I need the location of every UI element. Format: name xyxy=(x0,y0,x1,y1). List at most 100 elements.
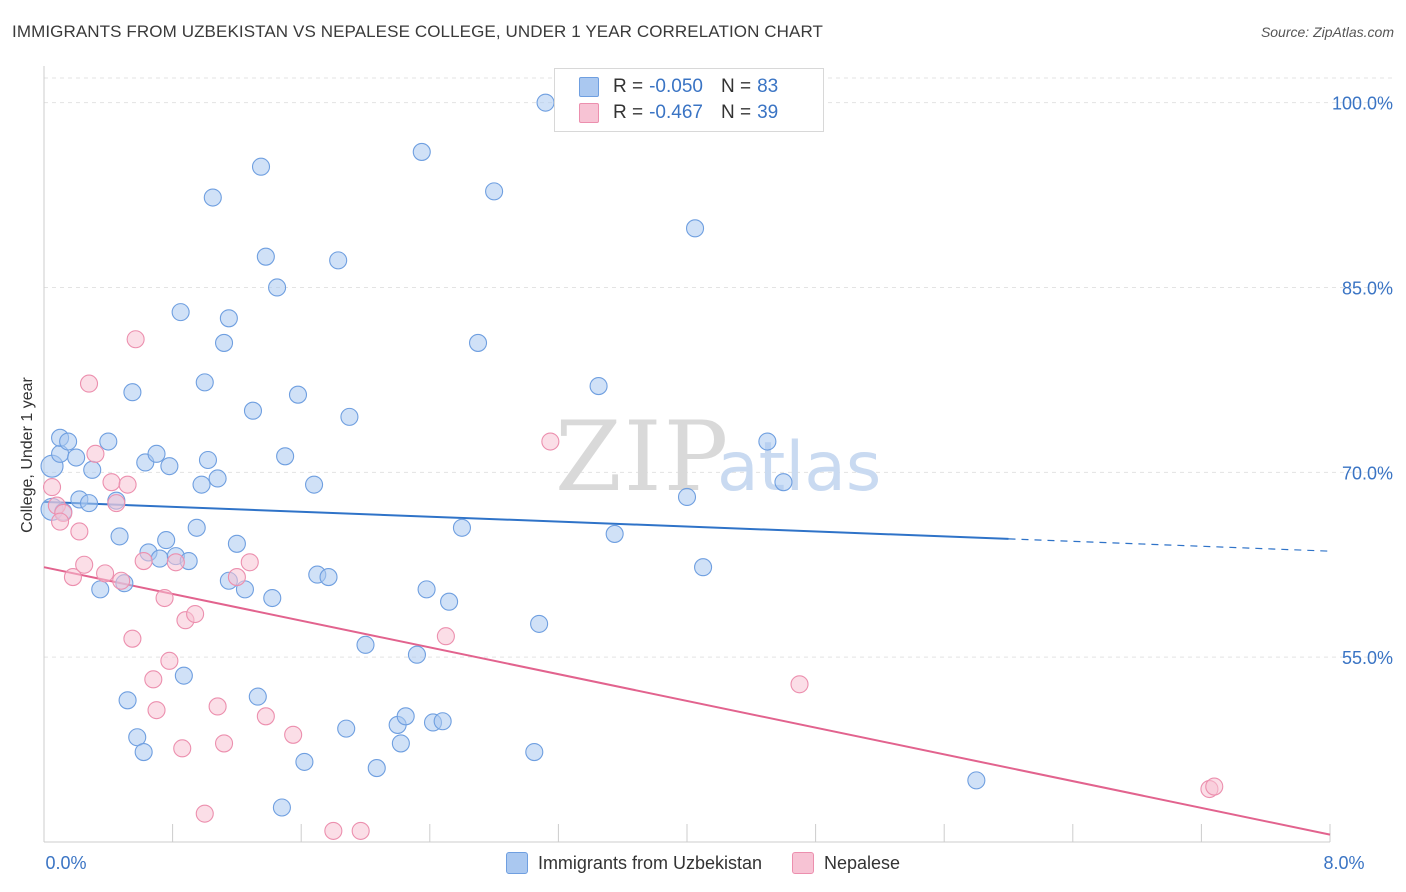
point-nepalese xyxy=(134,551,153,571)
point-uzbekistan xyxy=(468,333,488,352)
point-uzbekistan xyxy=(412,142,431,161)
point-uzbekistan xyxy=(272,798,291,817)
data-points xyxy=(40,93,1224,840)
point-nepalese xyxy=(160,651,179,670)
point-uzbekistan xyxy=(396,707,415,726)
point-uzbekistan xyxy=(171,303,190,322)
point-uzbekistan xyxy=(268,278,287,297)
point-nepalese xyxy=(51,512,70,531)
point-uzbekistan xyxy=(160,457,179,476)
point-nepalese xyxy=(155,588,174,608)
legend-swatch-nepalese xyxy=(792,852,814,874)
point-uzbekistan xyxy=(774,473,793,492)
point-uzbekistan xyxy=(605,524,624,543)
point-nepalese xyxy=(351,821,370,840)
point-nepalese xyxy=(256,707,275,726)
point-nepalese xyxy=(790,675,809,694)
legend: Immigrants from Uzbekistan Nepalese xyxy=(0,852,1406,874)
point-nepalese xyxy=(123,629,142,648)
point-uzbekistan xyxy=(174,666,193,685)
point-uzbekistan xyxy=(195,373,214,392)
point-uzbekistan xyxy=(134,742,153,762)
legend-item-nepalese[interactable]: Nepalese xyxy=(792,852,900,874)
point-uzbekistan xyxy=(685,219,705,238)
trend-line-uzbekistan-extension xyxy=(1008,538,1331,552)
legend-swatch-uzbekistan xyxy=(505,852,528,874)
point-uzbekistan xyxy=(219,309,238,328)
point-nepalese xyxy=(107,494,126,513)
point-uzbekistan xyxy=(319,568,338,587)
legend-item-uzbekistan[interactable]: Immigrants from Uzbekistan xyxy=(505,852,762,874)
point-uzbekistan xyxy=(251,157,271,176)
point-uzbekistan xyxy=(295,752,314,771)
point-uzbekistan xyxy=(243,401,263,420)
point-nepalese xyxy=(75,555,94,574)
point-nepalese xyxy=(42,478,62,497)
axes xyxy=(43,66,1331,843)
n-label: N = xyxy=(720,102,752,123)
point-uzbekistan xyxy=(758,432,777,451)
point-nepalese xyxy=(436,627,455,646)
point-uzbekistan xyxy=(967,771,986,790)
point-uzbekistan xyxy=(110,527,129,546)
n-value: 83 xyxy=(757,76,779,97)
point-nepalese xyxy=(96,564,115,583)
n-label: N = xyxy=(720,76,752,97)
point-nepalese xyxy=(240,553,259,572)
y-tick-label: 85.0% xyxy=(1342,278,1393,298)
point-uzbekistan xyxy=(367,759,386,778)
point-nepalese xyxy=(102,473,121,492)
point-uzbekistan xyxy=(525,742,544,762)
point-nepalese xyxy=(79,374,99,393)
point-uzbekistan xyxy=(227,534,246,553)
trend-line-uzbekistan xyxy=(43,500,1009,540)
point-uzbekistan xyxy=(530,614,549,633)
point-nepalese xyxy=(118,475,137,494)
point-uzbekistan xyxy=(305,475,324,494)
point-uzbekistan xyxy=(147,444,166,463)
point-nepalese xyxy=(1205,777,1224,796)
point-uzbekistan xyxy=(203,188,222,207)
point-nepalese xyxy=(227,568,246,587)
point-uzbekistan xyxy=(417,580,436,599)
point-uzbekistan xyxy=(198,450,218,470)
point-uzbekistan xyxy=(208,469,227,488)
point-nepalese xyxy=(324,821,343,840)
point-nepalese xyxy=(126,330,145,349)
point-uzbekistan xyxy=(79,494,99,513)
point-uzbekistan xyxy=(123,383,142,402)
point-uzbekistan xyxy=(407,645,426,664)
trend-lines xyxy=(43,500,1331,836)
point-nepalese xyxy=(173,739,192,758)
legend-label-uzbekistan: Immigrants from Uzbekistan xyxy=(537,852,762,873)
point-uzbekistan xyxy=(485,182,504,201)
point-uzbekistan xyxy=(263,588,282,608)
x-tick-label: 8.0% xyxy=(1323,853,1364,873)
tick-labels: 100.0% 85.0% 70.0% 55.0% 0.0% 8.0% xyxy=(45,94,1393,873)
point-nepalese xyxy=(284,725,303,744)
point-uzbekistan xyxy=(248,687,267,706)
stats-row-uzbekistan: R = -0.050 N = 83 xyxy=(579,74,778,100)
n-value: 39 xyxy=(757,102,779,123)
r-value: -0.050 xyxy=(649,76,703,97)
point-uzbekistan xyxy=(589,377,608,396)
point-uzbekistan xyxy=(337,719,356,738)
point-uzbekistan xyxy=(452,518,472,537)
point-nepalese xyxy=(144,670,163,689)
source-credit: Source: ZipAtlas.com xyxy=(1260,24,1394,40)
point-nepalese xyxy=(70,522,89,541)
trend-line-nepalese xyxy=(43,566,1331,836)
point-uzbekistan xyxy=(329,251,348,270)
x-tick-label: 0.0% xyxy=(45,853,86,873)
point-uzbekistan xyxy=(536,93,555,112)
point-uzbekistan xyxy=(118,691,137,710)
point-nepalese xyxy=(63,568,82,587)
point-uzbekistan xyxy=(440,592,459,611)
r-label: R = xyxy=(613,102,644,123)
point-uzbekistan xyxy=(214,333,234,352)
point-uzbekistan xyxy=(288,385,308,404)
point-uzbekistan xyxy=(391,734,410,753)
point-nepalese xyxy=(112,571,131,590)
point-nepalese xyxy=(208,697,227,716)
